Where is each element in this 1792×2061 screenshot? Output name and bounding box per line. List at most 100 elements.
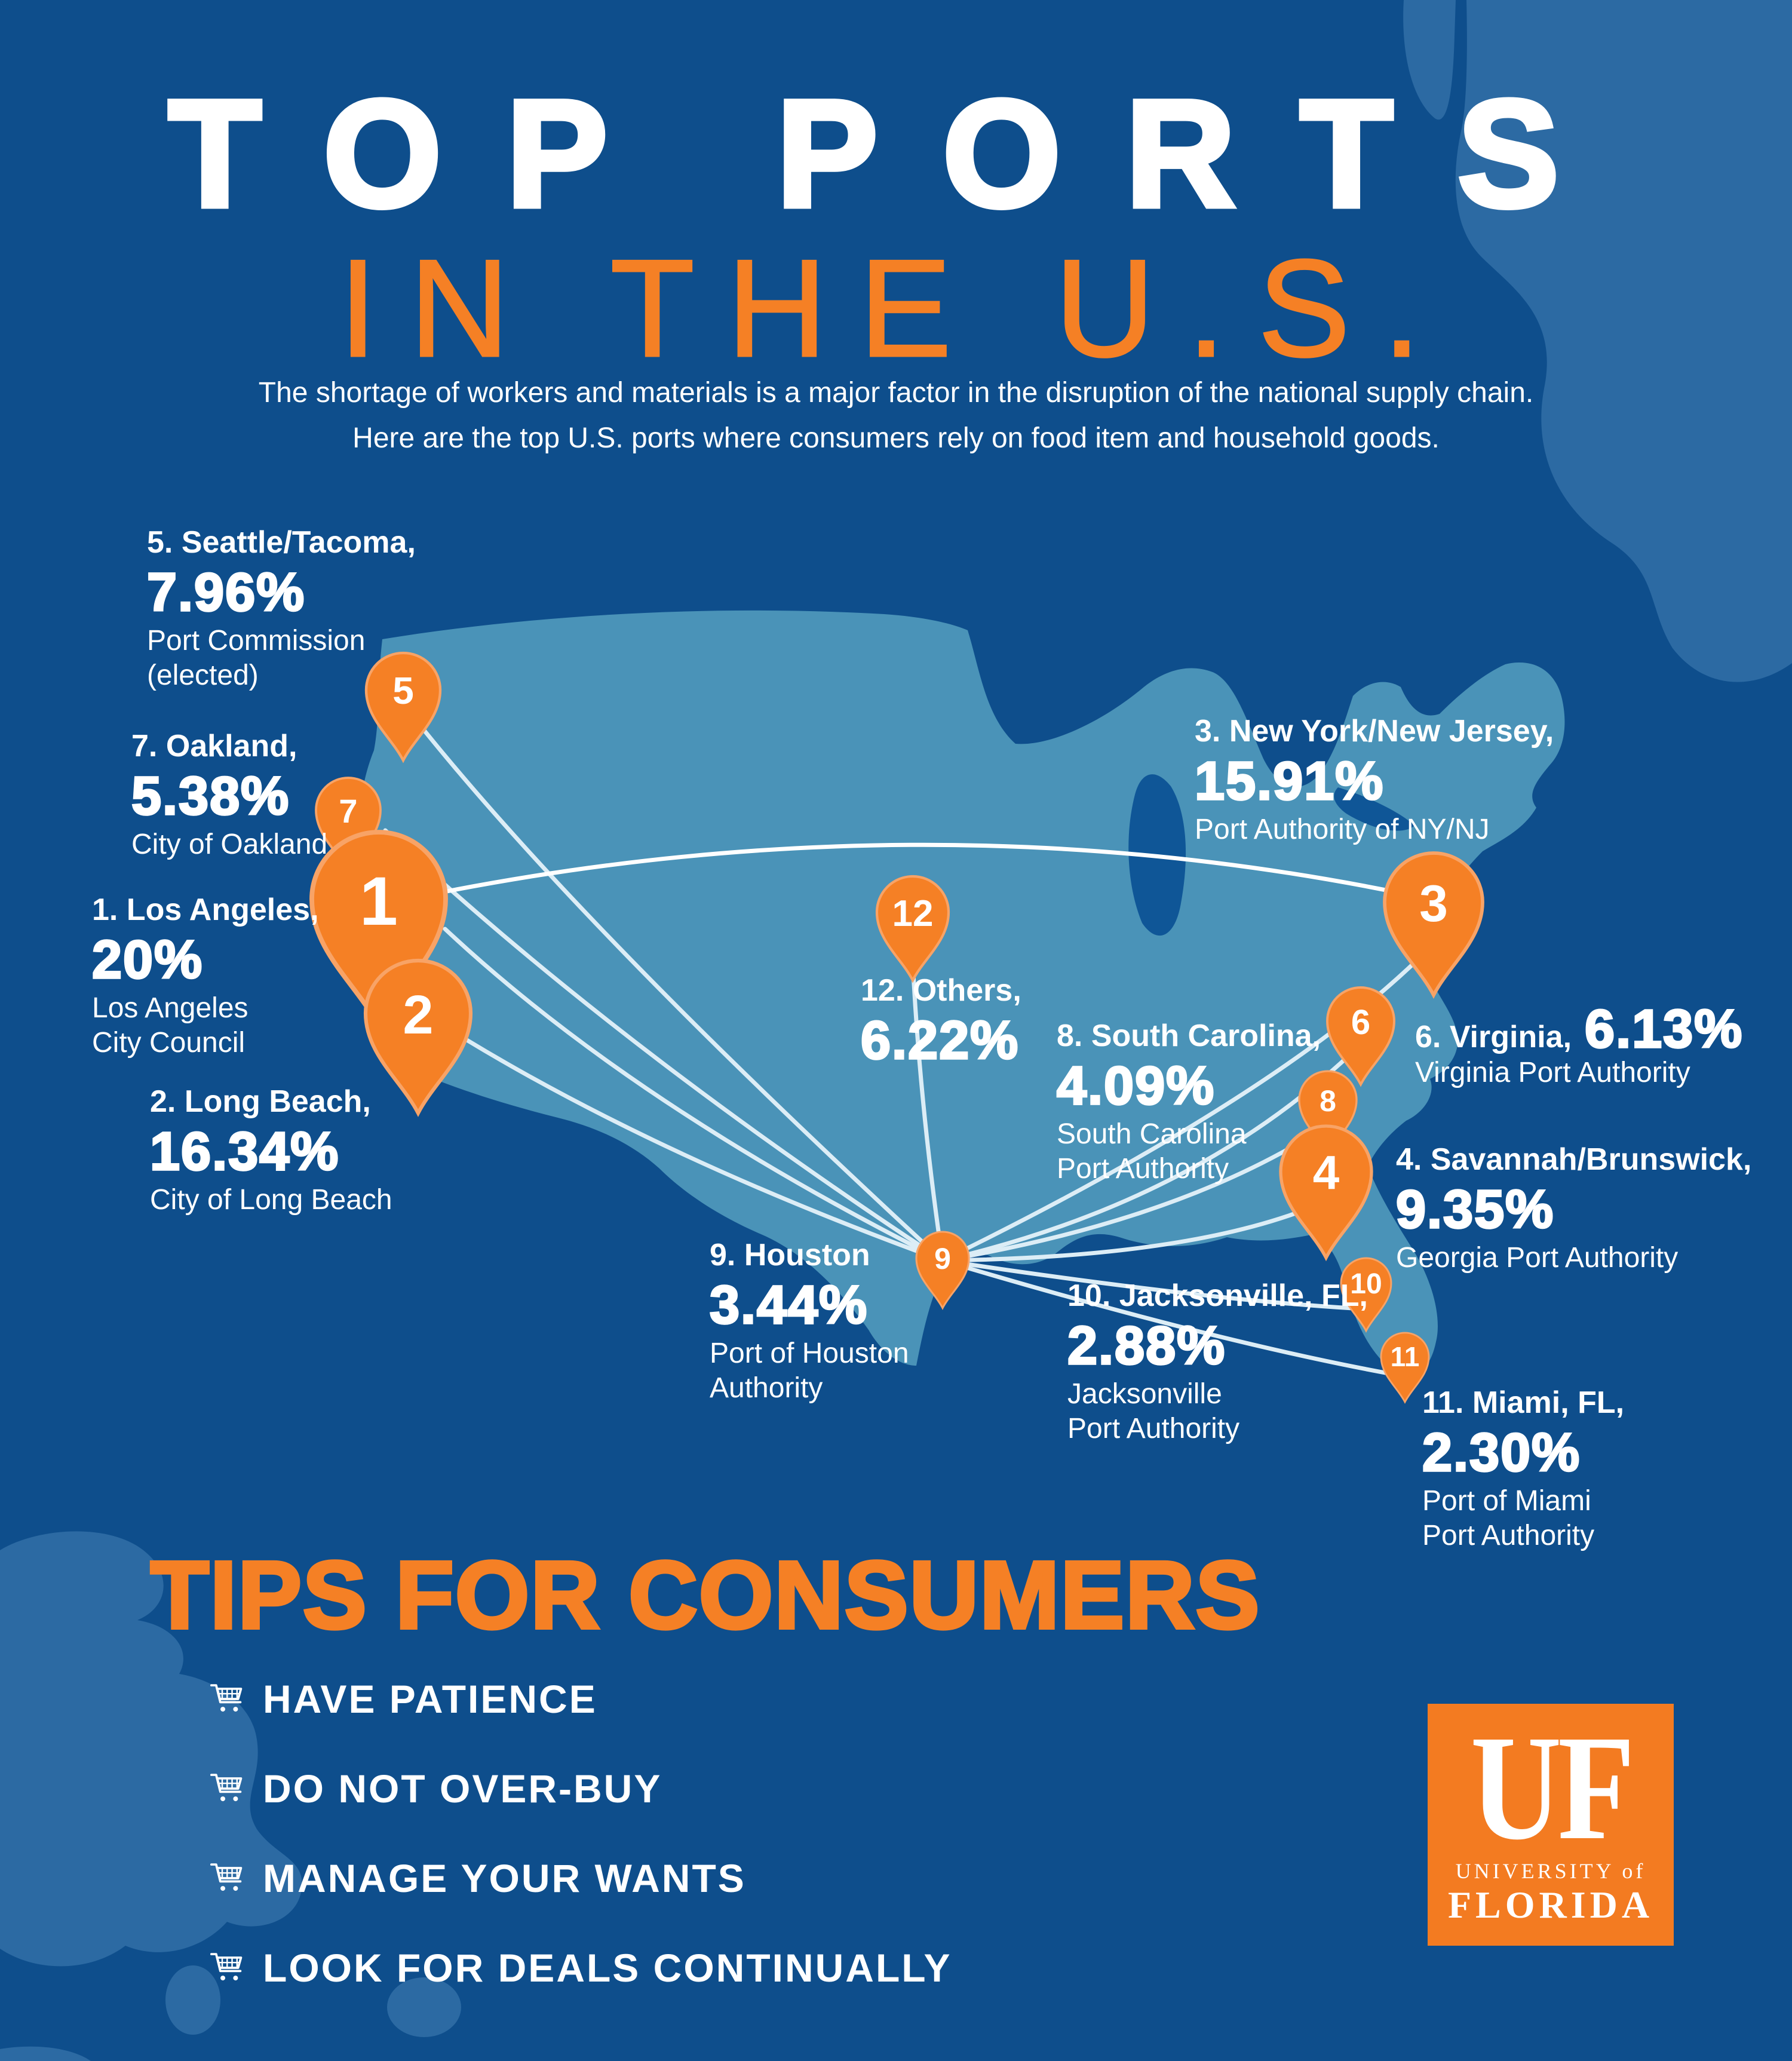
port-percent: 4.09% [1055,1056,1216,1116]
pin-seattle-tacoma: 5 [364,651,442,763]
pin-houston: 9 [915,1231,970,1310]
pin-number: 7 [339,792,357,830]
port-label-houston: 9. Houston 3.44% Port of Houston Authori… [708,1237,909,1406]
port-authority: Port Authority [1422,1520,1595,1551]
pin-number: 10 [1350,1268,1382,1300]
pin-virginia: 6 [1326,986,1395,1087]
port-label-miami: 11. Miami, FL, 2.30% Port of Miami Port … [1421,1385,1625,1553]
pin-long-beach: 2 [363,958,473,1117]
tip-text: DO NOT OVER-BUY [263,1766,662,1811]
pin-number: 5 [392,669,414,712]
pin-south-carolina: 8 [1298,1070,1358,1157]
tip-text: LOOK FOR DEALS CONTINUALLY [263,1946,952,1990]
pin-number: 12 [892,893,934,934]
port-authority: City Council [92,1027,246,1059]
port-label-south-carolina: 8. South Carolina, 4.09% South Carolina … [1055,1018,1321,1186]
page-title-accent: IN THE U.S. [338,231,1453,386]
tip-text: MANAGE YOUR WANTS [263,1856,746,1900]
page-title: TOP PORTS [165,69,1624,239]
tip-text: HAVE PATIENCE [263,1677,597,1721]
shopping-cart-icon [210,1774,243,1802]
pin-savannah-brunswick: 4 [1279,1124,1373,1262]
tip-item: MANAGE YOUR WANTS [208,1853,746,1903]
uf-monogram: UF [1470,1704,1635,1871]
port-label-new-york-new-jersey: 3. New York/New Jersey, 15.91% Port Auth… [1193,713,1554,847]
port-percent: 3.44% [708,1275,869,1335]
pin-number: 1 [360,863,398,940]
port-name: 12. Others, [861,973,1021,1008]
port-percent: 16.34% [149,1122,340,1182]
port-authority: Jacksonville [1067,1378,1222,1410]
pin-miami: 11 [1380,1332,1430,1404]
port-percent: 2.30% [1421,1423,1581,1483]
pin-number: 3 [1419,875,1448,933]
port-name: 6. Virginia, [1415,1020,1572,1054]
port-authority: (elected) [147,660,259,691]
port-label-los-angeles: 1. Los Angeles, 20% Los Angeles City Cou… [91,892,319,1060]
pin-number: 9 [934,1242,951,1275]
port-percent: 20% [91,930,204,990]
port-name: 1. Los Angeles, [92,893,319,927]
pin-number: 6 [1351,1003,1370,1042]
pin-number: 11 [1391,1341,1420,1372]
pin-others: 12 [875,875,950,983]
port-percent: 7.96% [146,563,306,622]
port-label-jacksonville: 10. Jacksonville, FL, 2.88% Jacksonville… [1066,1278,1368,1446]
pin-jacksonville: 10 [1340,1257,1392,1333]
pin-new-york-new-jersey: 3 [1383,851,1484,999]
uf-university-of: UNIVERSITY of [1455,1859,1646,1883]
port-percent: 2.88% [1066,1316,1226,1376]
port-label-long-beach: 2. Long Beach, 16.34% City of Long Beach [149,1084,392,1217]
port-label-virginia: 6. Virginia, 6.13% Virginia Port Authori… [1415,999,1744,1090]
port-percent: 6.13% [1584,999,1744,1059]
shopping-cart-icon [210,1953,243,1981]
port-authority: Los Angeles [92,992,248,1024]
port-authority: Georgia Port Authority [1396,1242,1679,1274]
port-name: 10. Jacksonville, FL, [1067,1278,1368,1313]
tip-item: HAVE PATIENCE [208,1674,597,1724]
intro-line-2: Here are the top U.S. ports where consum… [352,422,1440,454]
port-name: 9. Houston [710,1238,870,1272]
usa-silhouette [360,610,1565,1376]
port-authority: Port Authority [1057,1153,1229,1185]
port-authority: Port of Miami [1422,1485,1591,1517]
tip-item: LOOK FOR DEALS CONTINUALLY [208,1943,952,1993]
port-authority: Port Commission [147,625,366,657]
port-percent: 15.91% [1193,752,1385,811]
pin-number: 8 [1320,1084,1336,1118]
port-authority: Port Authority of NY/NJ [1195,814,1490,845]
uf-florida: FLORIDA [1447,1884,1654,1926]
port-label-others: 12. Others, 6.22% [860,973,1021,1072]
port-authority: City of Oakland [131,829,328,860]
port-authority: Authority [710,1372,823,1404]
port-percent: 9.35% [1395,1180,1555,1240]
port-name: 5. Seattle/Tacoma, [147,525,416,560]
port-authority: South Carolina [1057,1118,1247,1150]
port-authority: Port Authority [1067,1413,1240,1444]
shopping-cart-icon [210,1684,243,1712]
port-authority: Virginia Port Authority [1415,1057,1690,1088]
port-percent: 6.22% [860,1011,1020,1071]
university-of-florida-logo: UF UNIVERSITY of FLORIDA [1428,1704,1674,1946]
port-name: 7. Oakland, [131,729,297,763]
port-name: 4. Savannah/Brunswick, [1396,1142,1752,1177]
port-label-savannah-brunswick: 4. Savannah/Brunswick, 9.35% Georgia Por… [1395,1142,1752,1275]
port-name: 8. South Carolina, [1057,1019,1321,1053]
intro-line-1: The shortage of workers and materials is… [258,377,1534,409]
port-authority: City of Long Beach [150,1184,392,1216]
port-label-seattle-tacoma: 5. Seattle/Tacoma, 7.96% Port Commission… [146,525,416,693]
port-name: 11. Miami, FL, [1422,1385,1625,1420]
port-name: 3. New York/New Jersey, [1195,714,1554,749]
pin-number: 2 [403,985,433,1045]
tips-title: TIPS FOR CONSUMERS [149,1541,1261,1648]
shopping-cart-icon [210,1863,243,1891]
port-percent: 5.38% [130,766,290,826]
intro-text: The shortage of workers and materials is… [0,370,1792,461]
port-name: 2. Long Beach, [150,1084,371,1119]
tip-item: DO NOT OVER-BUY [208,1763,662,1814]
port-label-oakland: 7. Oakland, 5.38% City of Oakland [130,728,328,862]
port-pins: 5 7 1 2 12 3 6 [309,651,1484,1404]
